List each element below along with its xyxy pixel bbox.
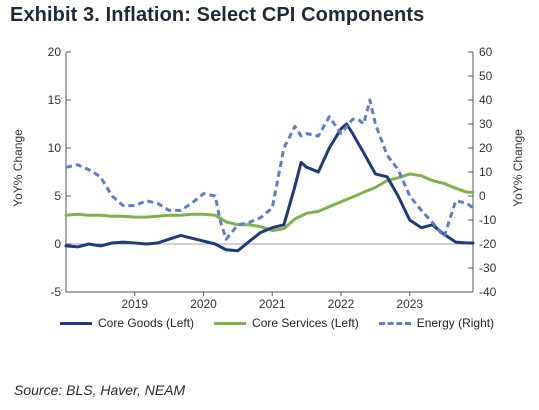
energy-line — [65, 98, 474, 241]
y-left-axis-title: YoY% Change — [11, 129, 25, 207]
axes: -5 0 5 10 15 20 -40 -30 -20 -10 0 10 20 30 40 50 60 2019 2… — [48, 45, 497, 310]
y-left-tick-label: 20 — [48, 45, 62, 59]
legend-label-core-services: Core Services (Left) — [252, 316, 359, 330]
legend-item-core-services: Core Services (Left) — [214, 316, 359, 330]
y-right-tick-label: -30 — [479, 261, 497, 275]
y-right-tick-label: -10 — [479, 213, 497, 227]
core-services-line — [64, 172, 475, 233]
y-right-tick-label: -40 — [479, 285, 497, 299]
legend-label-core-goods: Core Goods (Left) — [98, 316, 195, 330]
y-left-tick-label: 10 — [48, 141, 62, 155]
legend-item-core-goods: Core Goods (Left) — [60, 316, 194, 330]
x-tick-label: 2020 — [190, 297, 217, 310]
y-right-tick-label: 0 — [479, 189, 486, 203]
x-tick-label: 2023 — [396, 297, 423, 310]
core-services-swatch — [214, 321, 247, 325]
y-right-tick-label: 50 — [479, 69, 493, 83]
cpi-components-chart: -5 0 5 10 15 20 -40 -30 -20 -10 0 10 20 30 40 50 60 2019 2… — [11, 45, 525, 310]
x-tick-label: 2022 — [328, 297, 355, 310]
y-right-tick-label: 30 — [479, 117, 493, 131]
y-right-tick-label: 20 — [479, 141, 493, 155]
y-left-tick-label: -5 — [50, 285, 61, 299]
x-tick-label: 2019 — [121, 297, 148, 310]
y-right-tick-label: -20 — [479, 237, 497, 251]
core-goods-swatch — [60, 321, 92, 325]
y-left-tick-label: 0 — [54, 237, 61, 251]
energy-swatch — [378, 321, 411, 325]
x-tick-label: 2021 — [259, 297, 286, 310]
chart-title: Exhibit 3. Inflation: Select CPI Compone… — [10, 4, 425, 26]
y-right-tick-label: 10 — [479, 165, 493, 179]
y-right-tick-label: 60 — [479, 45, 493, 59]
source-note: Source: BLS, Haver, NEAM — [14, 382, 186, 398]
y-right-tick-label: 40 — [479, 93, 493, 107]
y-right-axis-title: YoY% Change — [511, 129, 525, 207]
legend: Core Goods (Left) Core Services (Left) E… — [60, 316, 494, 330]
y-left-tick-label: 5 — [54, 189, 61, 203]
legend-item-energy: Energy (Right) — [378, 316, 495, 330]
y-left-tick-label: 15 — [48, 93, 62, 107]
series-layer — [64, 98, 475, 253]
legend-label-energy: Energy (Right) — [416, 316, 495, 330]
core-goods-line — [64, 122, 475, 253]
